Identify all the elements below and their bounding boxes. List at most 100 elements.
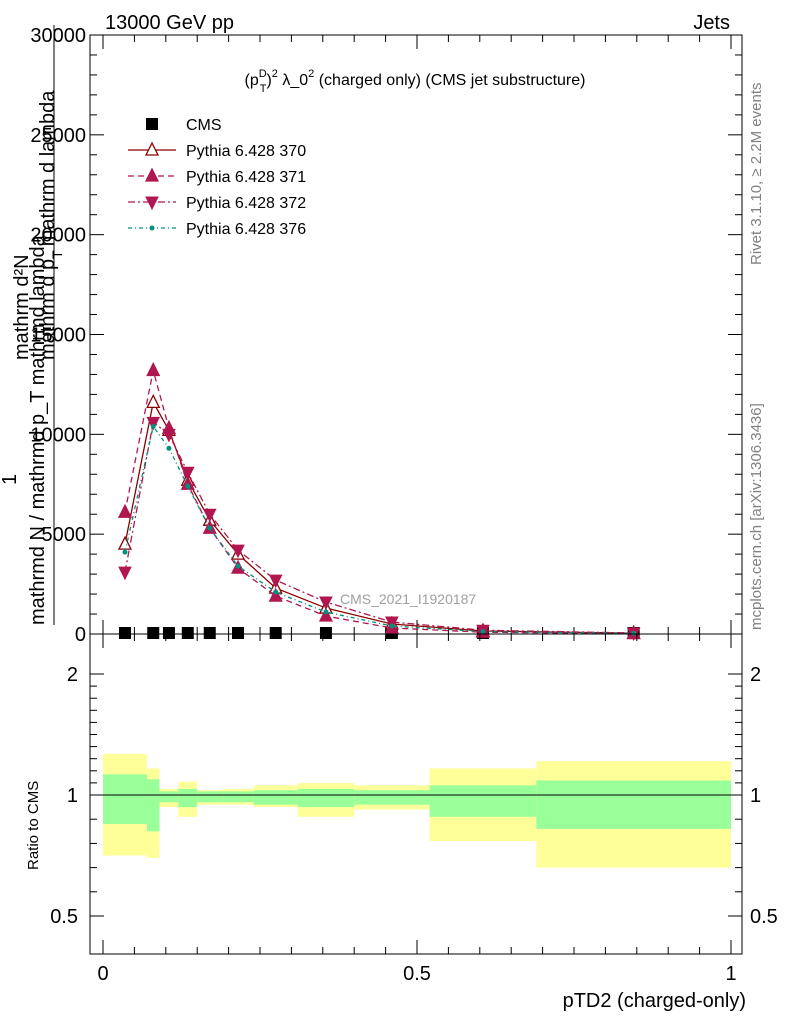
- data-point: [185, 483, 191, 489]
- y-tick-label: 15000: [30, 325, 86, 347]
- main-panel: 0 5000 10000 15000 20000 25000 30000: [30, 25, 743, 646]
- ratio-y-tick-label-right: 1: [750, 785, 761, 807]
- ratio-inner-band: [297, 788, 355, 808]
- main-series: [117, 361, 641, 642]
- y-label-denominator: mathrmd N / mathrmd p_T mathrmd lambda: [27, 234, 49, 625]
- x-axis-label: pTD2 (charged-only): [563, 990, 746, 1012]
- data-point: [480, 629, 486, 635]
- main-y-axis-label: mathrmd N / mathrmd p_T mathrmd lambda 1: [0, 25, 55, 625]
- data-point: [385, 616, 399, 631]
- ratio-y-axis-label: Ratio to CMS: [25, 781, 42, 870]
- ratio-inner-band: [354, 790, 430, 805]
- legend-label: Pythia 6.428 376: [186, 221, 306, 238]
- data-point: [319, 627, 332, 639]
- legend-item: Pythia 6.428 376: [128, 221, 306, 238]
- data-point: [166, 445, 172, 451]
- y-tick-label: 30000: [30, 25, 86, 47]
- y-tick-label: 20000: [30, 225, 86, 247]
- data-point: [268, 574, 283, 589]
- y-label-inner-numerator: mathrm d²N: [11, 254, 33, 360]
- data-point: [118, 627, 131, 639]
- ratio-x-ticks: 0 0.5 1: [97, 634, 737, 985]
- y-tick-label: 25000: [30, 125, 86, 147]
- data-point: [147, 627, 160, 639]
- legend-label: Pythia 6.428 370: [186, 143, 306, 160]
- ratio-y-tick-label-right: 2: [750, 664, 761, 686]
- series-4: [122, 423, 637, 636]
- ratio-panel-frame: [89, 633, 743, 955]
- x-tick-label: 1: [725, 963, 736, 985]
- data-point: [122, 549, 128, 555]
- ratio-inner-band: [536, 780, 731, 829]
- data-point: [203, 627, 216, 639]
- y-label-inner-sub: T: [49, 250, 65, 259]
- watermark-label: CMS_2021_I1920187: [340, 591, 476, 607]
- ratio-inner-band: [253, 790, 298, 805]
- legend-marker: [144, 141, 160, 156]
- data-point: [323, 609, 329, 615]
- legend-marker: [146, 118, 158, 130]
- y-tick-label: 10000: [30, 424, 86, 446]
- data-point: [181, 627, 194, 639]
- data-point: [180, 475, 195, 490]
- ratio-panel: 0.5 0.51 12 2 0 0.5 1: [50, 633, 778, 985]
- legend-item: Pythia 6.428 370: [128, 141, 306, 160]
- x-tick-label: 0: [97, 963, 108, 985]
- data-point: [146, 393, 161, 409]
- data-point: [231, 544, 245, 559]
- data-point: [269, 627, 282, 639]
- mcplots-label-group: mcplots.cern.ch [arXiv:1306.3436]: [748, 403, 765, 630]
- data-point: [150, 423, 156, 429]
- legend-item: CMS: [146, 117, 222, 134]
- ratio-inner-band: [222, 791, 254, 803]
- legend-label: CMS: [186, 117, 222, 134]
- main-y-ticks: 0 5000 10000 15000 20000 25000 30000: [30, 25, 742, 646]
- y-tick-label: 5000: [42, 524, 87, 546]
- ratio-inner-band: [159, 791, 179, 803]
- svg-text:Ratio to CMS: Ratio to CMS: [25, 781, 42, 870]
- category-label: Jets: [693, 12, 730, 34]
- rivet-label-group: Rivet 3.1.10, ≥ 2.2M events: [748, 83, 765, 266]
- legend-marker: [149, 225, 155, 231]
- data-point: [389, 623, 395, 629]
- legend-label: Pythia 6.428 372: [186, 195, 306, 212]
- ratio-inner-band: [146, 779, 160, 832]
- data-point: [318, 607, 333, 622]
- ratio-y-ticks: 0.5 0.5 1 1 2 2: [50, 664, 778, 928]
- data-point: [180, 466, 195, 481]
- data-point: [162, 428, 176, 443]
- svg-text:mathrm d pTmathrm d lambda: mathrm d pTmathrm d lambda: [37, 90, 65, 360]
- ratio-inner-band: [429, 785, 537, 817]
- data-point: [117, 535, 133, 550]
- y-tick-label: 0: [75, 624, 86, 646]
- data-point: [202, 508, 217, 523]
- ratio-bands: [103, 753, 731, 868]
- y-label-inner-tail: mathrm d lambda: [37, 90, 59, 246]
- mcplots-label: mcplots.cern.ch [arXiv:1306.3436]: [748, 403, 765, 630]
- data-point: [118, 566, 132, 581]
- x-tick-label: 0.5: [403, 963, 431, 985]
- data-point: [232, 627, 245, 639]
- ratio-inner-band: [197, 791, 223, 803]
- data-point: [319, 596, 333, 611]
- legend: CMS Pythia 6.428 370 Pythia 6.428 371 Pythi…: [128, 117, 306, 238]
- rivet-label: Rivet 3.1.10, ≥ 2.2M events: [748, 83, 765, 266]
- series-line: [124, 424, 634, 635]
- y-label-inner-denom: mathrm d p: [37, 259, 59, 360]
- main-y-axis-label-inner: mathrm d²N: [11, 254, 33, 360]
- y-label-numerator: 1: [0, 474, 21, 485]
- ratio-inner-band: [103, 774, 147, 825]
- ratio-y-tick-label: 1: [67, 785, 78, 807]
- ratio-y-tick-label-right: 0.5: [750, 906, 778, 928]
- main-x-ticks: [102, 35, 732, 634]
- data-point: [117, 503, 133, 518]
- data-point: [146, 416, 161, 431]
- data-point: [268, 587, 283, 602]
- plot-title: (pD T)2 λ_02 (charged only) (CMS jet subs…: [245, 68, 586, 95]
- legend-label: Pythia 6.428 371: [186, 169, 306, 186]
- data-point: [235, 563, 241, 569]
- series-3: [118, 416, 641, 642]
- main-y-axis-label-inner-denom: mathrm d pTmathrm d lambda: [37, 90, 65, 360]
- legend-item: Pythia 6.428 371: [128, 167, 306, 186]
